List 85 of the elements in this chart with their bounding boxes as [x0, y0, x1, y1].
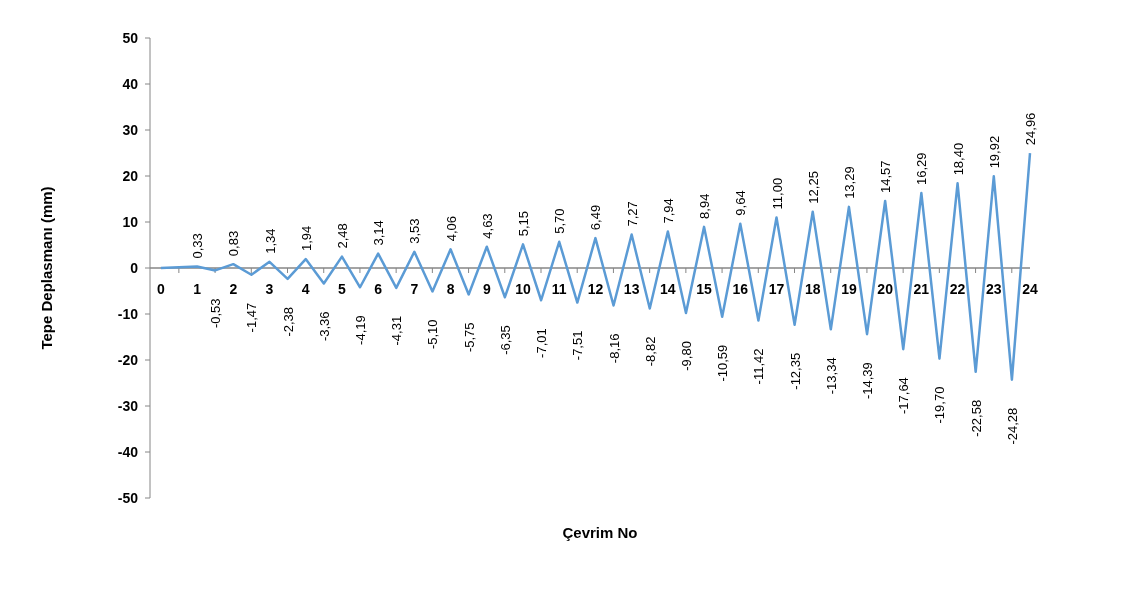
x-tick-label: 11: [551, 281, 567, 297]
data-label: -17,64: [896, 377, 912, 415]
x-tick-label: 4: [301, 281, 310, 297]
x-tick-label: 13: [623, 281, 640, 297]
data-label: -7,51: [570, 330, 586, 361]
data-label: -3,36: [316, 311, 332, 342]
data-label: 19,92: [986, 135, 1002, 169]
data-label: 24,96: [1023, 112, 1038, 146]
data-label: 7,27: [624, 201, 640, 227]
x-tick-label: 22: [949, 281, 966, 297]
data-label: -22,58: [968, 399, 984, 437]
y-tick-label: 30: [122, 121, 139, 138]
data-label: -13,34: [823, 357, 839, 395]
data-label: 3,14: [371, 220, 387, 246]
data-label: -5,75: [461, 322, 477, 353]
data-label: 9,64: [733, 190, 749, 216]
data-label: 5,70: [552, 208, 568, 234]
x-tick-label: 20: [877, 281, 894, 297]
data-label: 0,83: [226, 230, 242, 257]
data-label: -0,53: [208, 298, 224, 329]
data-label: 4,63: [479, 213, 495, 239]
data-label: -12,35: [787, 352, 803, 390]
x-axis-title: Çevrim No: [562, 524, 638, 541]
x-tick-label: 23: [986, 281, 1002, 297]
data-label: 8,94: [697, 193, 713, 219]
data-label: 2,48: [334, 223, 350, 249]
x-tick-label: 1: [193, 281, 202, 297]
data-label: -7,01: [534, 328, 550, 358]
x-tick-label: 16: [732, 281, 749, 297]
y-tick-label: 40: [122, 75, 139, 92]
data-label: -6,35: [497, 325, 513, 355]
data-label: -8,16: [606, 333, 622, 364]
x-tick-label: 2: [229, 281, 238, 297]
y-tick-label: 50: [122, 29, 139, 46]
x-tick-label: 9: [482, 281, 491, 297]
data-label: -9,80: [678, 341, 694, 371]
data-label: 18,40: [950, 142, 966, 176]
data-label: -11,42: [751, 348, 767, 385]
x-tick-label: 5: [338, 281, 347, 297]
data-label: -19,70: [932, 386, 948, 424]
x-tick-label: 0: [156, 281, 165, 297]
x-tick-label: 24: [1022, 281, 1038, 297]
x-tick-label: 8: [446, 281, 455, 297]
y-tick-label: -10: [117, 305, 139, 322]
data-label: 11,00: [769, 177, 785, 210]
data-label: -5,10: [425, 319, 441, 350]
data-label: 1,34: [262, 228, 278, 254]
data-label: 1,94: [298, 225, 314, 252]
x-tick-label: 7: [410, 281, 419, 297]
data-label: 0,33: [190, 233, 206, 259]
y-tick-label: 20: [122, 167, 139, 184]
data-label: 13,29: [841, 166, 857, 199]
y-tick-label: 0: [130, 259, 139, 276]
data-label: -14,39: [860, 362, 876, 400]
y-tick-label: -30: [117, 397, 139, 414]
data-label: -8,82: [642, 336, 658, 367]
data-label: 16,29: [914, 152, 930, 186]
data-label: 3,53: [407, 218, 423, 244]
x-tick-label: 6: [374, 281, 383, 297]
data-label: -24,28: [1004, 407, 1020, 445]
x-tick-label: 14: [660, 281, 676, 297]
data-label: 5,15: [516, 211, 531, 237]
data-label: 4,06: [443, 216, 459, 242]
y-tick-label: 10: [122, 213, 139, 230]
y-tick-label: -50: [117, 489, 139, 506]
y-tick-label: -20: [117, 351, 139, 368]
data-label: -10,59: [715, 344, 731, 382]
data-label: 14,57: [878, 160, 894, 193]
y-tick-label: -40: [117, 443, 139, 460]
x-tick-label: 10: [515, 281, 531, 297]
x-tick-label: 15: [696, 281, 713, 297]
data-label: -1,47: [244, 302, 260, 333]
data-label: -4,19: [353, 315, 369, 345]
x-tick-label: 19: [841, 281, 857, 297]
x-tick-label: 21: [913, 281, 930, 297]
data-label: 6,49: [588, 204, 604, 231]
data-label: 7,94: [660, 198, 676, 224]
x-tick-label: 3: [265, 281, 274, 297]
x-tick-label: 18: [804, 281, 821, 297]
x-tick-label: 17: [768, 281, 785, 297]
data-label: -4,31: [389, 315, 405, 346]
data-label: 12,25: [805, 171, 821, 204]
x-tick-label: 12: [587, 281, 604, 297]
y-axis-title: Tepe Deplasmanı (mm): [38, 186, 55, 350]
data-label: -2,38: [280, 306, 296, 337]
